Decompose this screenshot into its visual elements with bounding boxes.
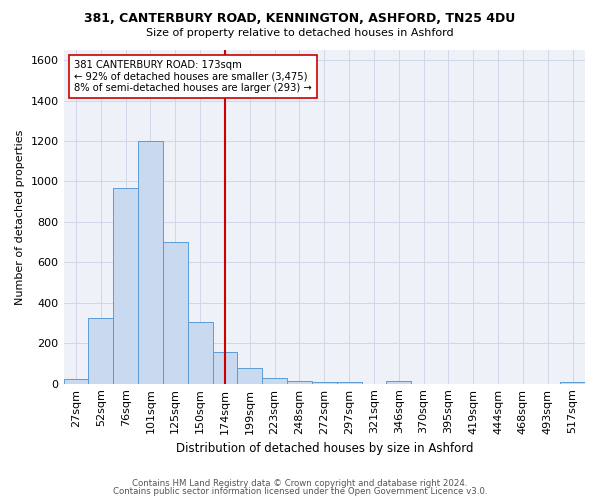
Bar <box>312 382 337 384</box>
Bar <box>88 318 113 384</box>
Bar <box>188 322 212 384</box>
Bar <box>262 378 287 384</box>
Text: Contains public sector information licensed under the Open Government Licence v3: Contains public sector information licen… <box>113 487 487 496</box>
Text: Contains HM Land Registry data © Crown copyright and database right 2024.: Contains HM Land Registry data © Crown c… <box>132 478 468 488</box>
Bar <box>386 380 411 384</box>
X-axis label: Distribution of detached houses by size in Ashford: Distribution of detached houses by size … <box>176 442 473 455</box>
Bar <box>138 141 163 384</box>
Bar <box>163 242 188 384</box>
Bar <box>287 380 312 384</box>
Bar <box>113 188 138 384</box>
Text: Size of property relative to detached houses in Ashford: Size of property relative to detached ho… <box>146 28 454 38</box>
Text: 381, CANTERBURY ROAD, KENNINGTON, ASHFORD, TN25 4DU: 381, CANTERBURY ROAD, KENNINGTON, ASHFOR… <box>85 12 515 26</box>
Bar <box>64 378 88 384</box>
Text: 381 CANTERBURY ROAD: 173sqm
← 92% of detached houses are smaller (3,475)
8% of s: 381 CANTERBURY ROAD: 173sqm ← 92% of det… <box>74 60 312 93</box>
Bar <box>337 382 362 384</box>
Bar <box>212 352 238 384</box>
Y-axis label: Number of detached properties: Number of detached properties <box>15 129 25 304</box>
Bar <box>560 382 585 384</box>
Bar <box>238 368 262 384</box>
